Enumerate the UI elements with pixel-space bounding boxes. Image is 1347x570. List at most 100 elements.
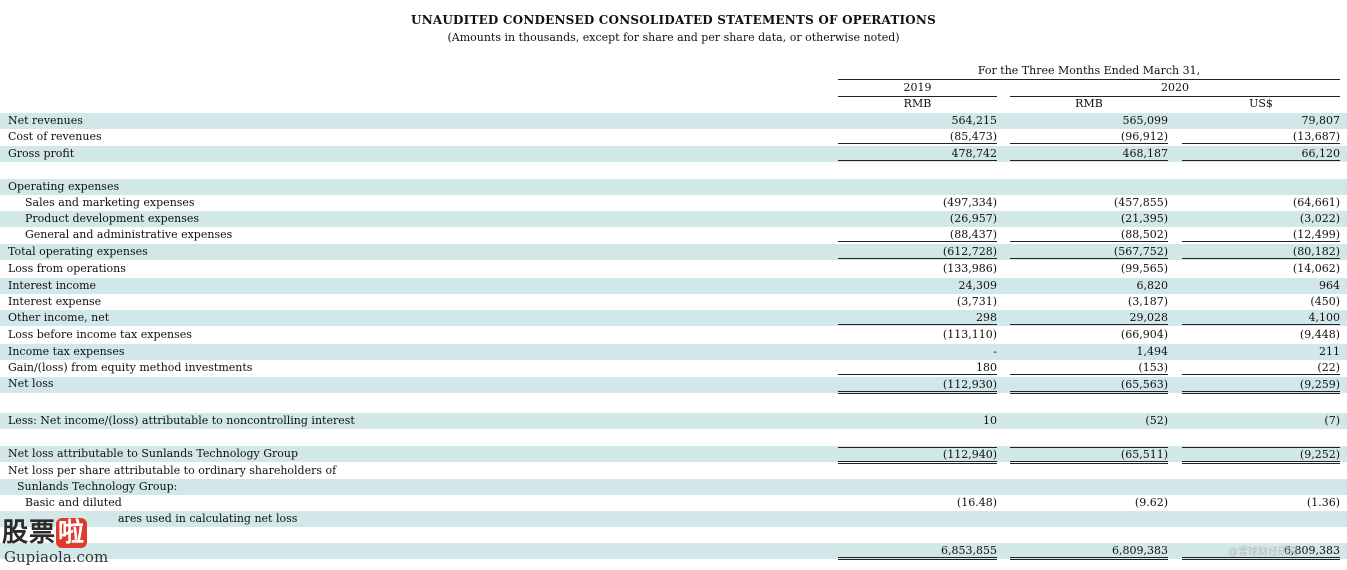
- row-noncontrolling-interest: Less: Net income/(loss) attributable to …: [0, 413, 1347, 429]
- row-net-loss-per-share-heading: Net loss per share attributable to ordin…: [0, 463, 1347, 479]
- logo-cn-text: 股票: [2, 518, 57, 548]
- value-2020-usd: (9,252): [1182, 447, 1340, 464]
- value-2020-usd: (9,259): [1182, 378, 1340, 394]
- row-label: Sales and marketing expenses: [25, 196, 195, 209]
- value-2019-rmb: 24,309: [958, 279, 998, 292]
- value-2020-usd: 211: [1319, 345, 1340, 358]
- row-general-administrative: General and administrative expenses (88,…: [0, 227, 1347, 243]
- row-other-income: Other income, net 298 29,028 4,100: [0, 310, 1347, 326]
- value-2020-rmb: 565,099: [1122, 114, 1169, 127]
- row-label: ares used in calculating net loss: [118, 512, 298, 525]
- value-2020-rmb: (66,904): [1120, 328, 1168, 341]
- value-2020-rmb: (65,511): [1010, 447, 1168, 464]
- row-equity-method: Gain/(loss) from equity method investmen…: [0, 360, 1347, 376]
- year-2020: 2020: [1161, 81, 1189, 94]
- value-2019-rmb: (133,986): [942, 262, 997, 275]
- period-header: For the Three Months Ended March 31,: [977, 64, 1201, 77]
- logo-en-text: Gupiaola.com: [4, 548, 109, 566]
- currency-col2: RMB: [1075, 97, 1103, 110]
- value-2019-rmb: (113,110): [942, 328, 997, 341]
- value-2020-rmb: (96,912): [1010, 130, 1168, 144]
- value-2019-rmb: (85,473): [838, 130, 997, 144]
- row-label: Total operating expenses: [8, 245, 148, 258]
- value-2019-rmb: 564,215: [951, 114, 998, 127]
- row-label: Less: Net income/(loss) attributable to …: [8, 414, 355, 427]
- row-total-operating-expenses: Total operating expenses (612,728) (567,…: [0, 244, 1347, 260]
- value-2020-rmb: (9.62): [1134, 496, 1168, 509]
- value-2019-rmb: (112,940): [838, 447, 997, 464]
- row-operating-expenses: Operating expenses: [0, 179, 1347, 195]
- value-2020-rmb: 29,028: [1010, 311, 1168, 325]
- row-cost-of-revenues: Cost of revenues (85,473) (96,912) (13,6…: [0, 129, 1347, 145]
- row-label: Net loss per share attributable to ordin…: [8, 464, 337, 477]
- currency-col3: US$: [1249, 97, 1273, 110]
- row-label: General and administrative expenses: [25, 228, 233, 241]
- value-2020-rmb: (88,502): [1010, 228, 1168, 242]
- corner-watermark: @雪球财经研究: [1228, 547, 1298, 558]
- row-label: Other income, net: [8, 311, 110, 324]
- value-2019-rmb: (88,437): [838, 228, 997, 242]
- value-2020-usd: (1.36): [1306, 496, 1340, 509]
- value-2020-rmb: (65,563): [1010, 378, 1168, 394]
- row-label: Net revenues: [8, 114, 83, 127]
- value-2020-usd: 66,120: [1182, 147, 1340, 161]
- value-2019-rmb: 478,742: [838, 147, 997, 161]
- value-2019-rmb: (497,334): [942, 196, 997, 209]
- value-2019-rmb: -: [993, 345, 997, 358]
- row-label: Income tax expenses: [8, 345, 125, 358]
- row-label: Product development expenses: [25, 212, 200, 225]
- value-2019-rmb: (16.48): [956, 496, 997, 509]
- row-basic-diluted: Basic and diluted (16.48) (9.62) (1.36): [0, 495, 1347, 511]
- value-2020-rmb: 6,820: [1136, 279, 1169, 292]
- row-interest-expense: Interest expense (3,731) (3,187) (450): [0, 294, 1347, 310]
- value-2020-rmb: (52): [1145, 414, 1168, 427]
- row-net-loss: Net loss (112,930) (65,563) (9,259): [0, 377, 1347, 394]
- currency-col1: RMB: [903, 97, 932, 110]
- value-2019-rmb: 10: [983, 414, 997, 427]
- value-2019-rmb: (3,731): [956, 295, 997, 308]
- value-2020-usd: (13,687): [1182, 130, 1340, 144]
- row-label: Operating expenses: [8, 180, 120, 193]
- row-sales-marketing: Sales and marketing expenses (497,334) (…: [0, 195, 1347, 211]
- logo-cn-badge: 啦: [56, 518, 88, 548]
- row-gross-profit: Gross profit 478,742 468,187 66,120: [0, 146, 1347, 162]
- row-label: Sunlands Technology Group:: [17, 480, 178, 493]
- value-2020-usd: 79,807: [1301, 114, 1341, 127]
- value-2019-rmb: 298: [838, 311, 997, 325]
- value-2020-rmb: (99,565): [1120, 262, 1168, 275]
- row-net-loss-sunlands: Net loss attributable to Sunlands Techno…: [0, 446, 1347, 464]
- value-2020-usd: (14,062): [1292, 262, 1340, 275]
- value-2020-usd: (9,448): [1299, 328, 1340, 341]
- statement-title: UNAUDITED CONDENSED CONSOLIDATED STATEME…: [411, 13, 936, 27]
- value-2020-usd: (12,499): [1182, 228, 1340, 242]
- value-2020-usd: (80,182): [1182, 245, 1340, 259]
- row-shares-used: ares used in calculating net loss: [0, 511, 1347, 527]
- row-label: Interest income: [8, 279, 97, 292]
- value-2020-rmb: (21,395): [1120, 212, 1168, 225]
- row-net-loss-per-share-heading-cont: Sunlands Technology Group:: [0, 479, 1347, 495]
- value-2020-usd: (22): [1182, 361, 1340, 375]
- value-2020-rmb: 1,494: [1136, 345, 1169, 358]
- value-2019-rmb: 6,853,855: [838, 544, 997, 560]
- row-label: Gross profit: [8, 147, 75, 160]
- value-2020-rmb: (153): [1010, 361, 1168, 375]
- year-2019-rule: [838, 96, 997, 97]
- row-label: Basic and diluted: [25, 496, 122, 509]
- row-label: Interest expense: [8, 295, 102, 308]
- period-header-rule: [838, 79, 1340, 80]
- row-label: Net loss: [8, 377, 54, 390]
- value-2020-usd: (3,022): [1299, 212, 1340, 225]
- value-2020-rmb: (457,855): [1113, 196, 1168, 209]
- row-shares-basic-diluted: 6,853,855 6,809,383 6,809,383: [0, 543, 1347, 560]
- row-label: Net loss attributable to Sunlands Techno…: [8, 447, 299, 460]
- value-2020-usd: 4,100: [1182, 311, 1340, 325]
- value-2020-usd: (7): [1324, 414, 1340, 427]
- value-2019-rmb: (26,957): [949, 212, 997, 225]
- row-income-tax: Income tax expenses - 1,494 211: [0, 344, 1347, 360]
- row-net-revenues: Net revenues 564,215 565,099 79,807: [0, 113, 1347, 129]
- value-2020-rmb: (3,187): [1127, 295, 1168, 308]
- row-interest-income: Interest income 24,309 6,820 964: [0, 278, 1347, 294]
- value-2019-rmb: (112,930): [838, 378, 997, 394]
- value-2020-usd: (64,661): [1292, 196, 1340, 209]
- value-2019-rmb: (612,728): [838, 245, 997, 259]
